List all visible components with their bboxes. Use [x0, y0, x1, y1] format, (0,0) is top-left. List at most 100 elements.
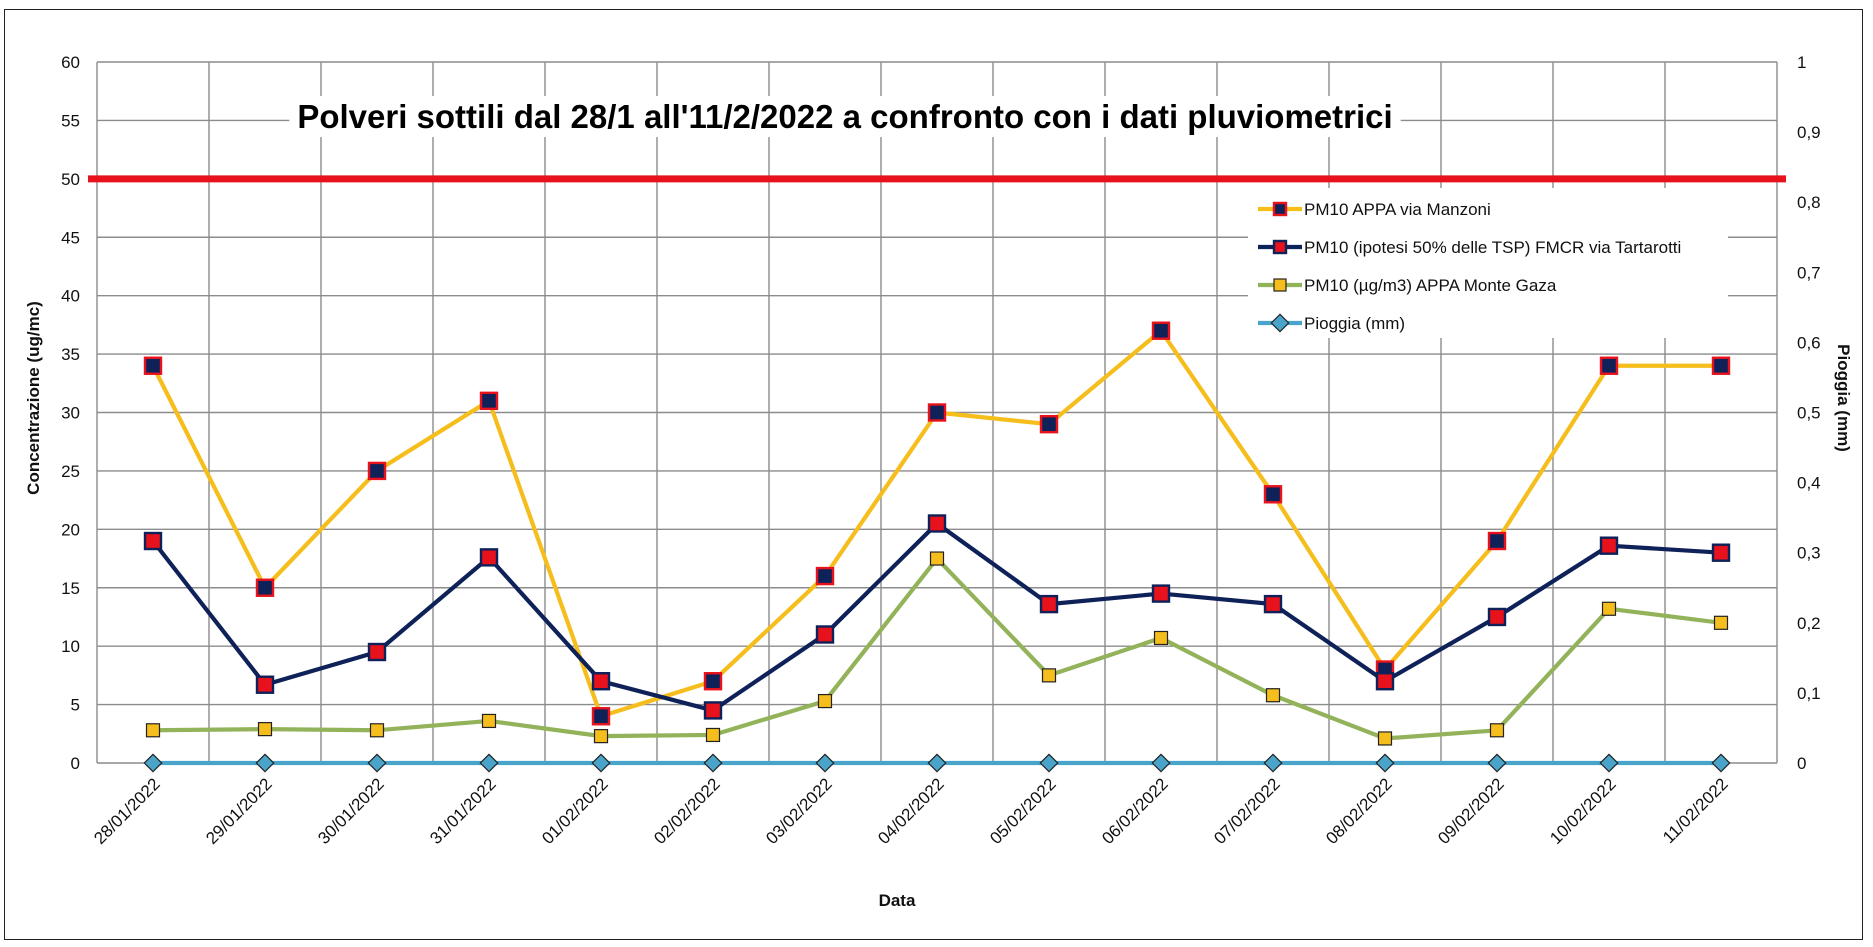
data-point	[1599, 536, 1619, 555]
y-tick-label: 50	[61, 170, 80, 189]
title-layer: Polveri sottili dal 28/1 all'11/2/2022 a…	[289, 96, 1401, 137]
legend-item: Pioggia (mm)	[1258, 313, 1405, 333]
data-point	[927, 403, 947, 422]
y2-tick-label: 0,9	[1797, 123, 1821, 142]
series-1	[143, 514, 1731, 720]
x-tick-label: 09/02/2022	[1434, 774, 1508, 848]
y2-axis-title: Pioggia (mm)	[1834, 344, 1853, 452]
data-point	[1599, 753, 1619, 773]
x-tick-label: 06/02/2022	[1098, 774, 1172, 848]
y-axis-title: Concentrazione (ug/mc)	[24, 301, 43, 495]
legend-label: Pioggia (mm)	[1304, 314, 1405, 333]
y-tick-label: 45	[61, 228, 80, 247]
y-tick-label: 55	[61, 111, 80, 130]
data-point	[1263, 594, 1283, 614]
x-tick-label: 31/01/2022	[426, 774, 500, 848]
data-point	[1601, 601, 1617, 616]
y-tick-label: 10	[61, 637, 80, 656]
data-point	[255, 753, 275, 773]
y-axis-ticks: 0 5 10 15 20 25 30 35 40 45 50 55 60	[61, 53, 80, 773]
data-point	[1711, 356, 1731, 375]
data-point	[143, 753, 163, 773]
x-tick-label: 07/02/2022	[1210, 774, 1284, 848]
chart-frame	[4, 9, 1863, 940]
data-point	[815, 566, 835, 586]
data-point	[1272, 201, 1288, 217]
y2-tick-label: 0	[1797, 754, 1806, 773]
legend-item: PM10 (µg/m3) APPA Monte Gaza	[1258, 276, 1557, 295]
data-point	[703, 753, 723, 773]
data-point	[367, 461, 387, 481]
data-point	[1375, 672, 1395, 691]
data-point	[143, 531, 163, 551]
series-2	[145, 551, 1729, 746]
data-point	[703, 672, 723, 691]
data-point	[1711, 753, 1731, 773]
data-point	[1039, 753, 1059, 773]
data-point	[255, 675, 275, 694]
y-tick-label: 60	[61, 53, 80, 72]
data-point	[1599, 356, 1619, 375]
data-point	[1151, 584, 1171, 603]
x-tick-label: 28/01/2022	[90, 774, 164, 848]
data-point	[143, 356, 163, 375]
data-point	[1713, 615, 1729, 630]
x-tick-label: 02/02/2022	[650, 774, 724, 848]
data-point	[593, 729, 609, 744]
y-tick-label: 25	[61, 462, 80, 481]
x-axis-ticks: 28/01/2022 29/01/2022 30/01/2022 31/01/2022…	[90, 774, 1732, 848]
data-point	[1487, 607, 1507, 627]
chart-title-background	[289, 96, 1401, 137]
legend-item: PM10 (ipotesi 50% delle TSP) FMCR via Ta…	[1258, 238, 1681, 257]
y2-tick-label: 1	[1797, 53, 1806, 72]
data-point	[591, 672, 611, 691]
x-axis-title: Data	[879, 891, 916, 910]
data-point	[479, 548, 499, 567]
x-tick-label: 04/02/2022	[874, 774, 948, 848]
y2-tick-label: 0,3	[1797, 544, 1821, 563]
y2-tick-label: 0,5	[1797, 404, 1821, 423]
data-point	[1375, 753, 1395, 773]
y-tick-label: 0	[71, 754, 80, 773]
data-point	[1711, 543, 1731, 562]
x-tick-label: 08/02/2022	[1322, 774, 1396, 848]
y2-tick-label: 0,7	[1797, 263, 1821, 282]
data-point	[1487, 753, 1507, 773]
legend-label: PM10 (ipotesi 50% delle TSP) FMCR via Ta…	[1304, 238, 1681, 257]
y-tick-label: 35	[61, 345, 80, 364]
data-point	[703, 701, 723, 720]
data-point	[257, 722, 273, 737]
legend-label: PM10 APPA via Manzoni	[1304, 200, 1491, 219]
data-point	[1151, 753, 1171, 773]
series-0	[143, 321, 1731, 726]
y2-axis-ticks: 0 0,1 0,2 0,3 0,4 0,5 0,6 0,7 0,8 0,9 1	[1797, 53, 1821, 773]
legend-box	[1248, 188, 1728, 338]
x-tick-label: 29/01/2022	[202, 774, 276, 848]
y2-tick-label: 0,6	[1797, 333, 1821, 352]
y-tick-label: 30	[61, 404, 80, 423]
x-tick-label: 01/02/2022	[538, 774, 612, 848]
data-point	[1272, 239, 1288, 255]
x-tick-label: 05/02/2022	[986, 774, 1060, 848]
chart-title: Polveri sottili dal 28/1 all'11/2/2022 a…	[297, 98, 1392, 135]
x-tick-label: 30/01/2022	[314, 774, 388, 848]
legend-item: PM10 APPA via Manzoni	[1258, 200, 1491, 219]
y-tick-label: 15	[61, 579, 80, 598]
data-point	[1270, 313, 1290, 333]
data-point	[1489, 723, 1505, 738]
data-point	[1153, 630, 1169, 646]
data-point	[591, 753, 611, 773]
data-point	[815, 753, 835, 773]
data-point	[1265, 688, 1281, 703]
data-point	[1273, 278, 1287, 292]
data-point	[481, 713, 497, 729]
y2-tick-label: 0,4	[1797, 474, 1821, 493]
data-point	[145, 723, 161, 738]
data-point	[1377, 731, 1393, 746]
y-tick-label: 20	[61, 520, 80, 539]
data-point	[367, 753, 387, 773]
x-tick-label: 03/02/2022	[762, 774, 836, 848]
y2-tick-label: 0,1	[1797, 684, 1821, 703]
data-point	[1151, 321, 1171, 340]
data-point	[705, 727, 721, 743]
